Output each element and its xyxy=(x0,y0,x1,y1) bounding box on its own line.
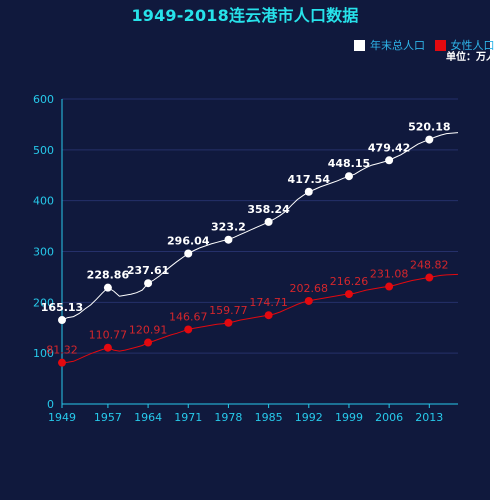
legend-swatch-total xyxy=(354,39,365,51)
x-tick-label: 1985 xyxy=(255,411,283,424)
legend: 年末总人口 女性人口 xyxy=(354,37,500,53)
series-female-population-data-label: 174.71 xyxy=(249,296,288,309)
series-female-population-data-label: 146.67 xyxy=(169,310,208,323)
series-female-population-point xyxy=(144,338,153,347)
series-total-population-point xyxy=(385,156,394,165)
series-total-population-data-label: 228.86 xyxy=(87,269,130,282)
x-tick-label: 1999 xyxy=(335,411,363,424)
series-female-population-point xyxy=(264,311,273,320)
series-female-population-data-label: 248.82 xyxy=(410,259,449,272)
series-total-population-point xyxy=(144,279,153,288)
series-female-population-data-label: 231.08 xyxy=(370,268,409,281)
series-total-population-data-label: 417.54 xyxy=(288,173,331,186)
series-total-population-data-label: 520.18 xyxy=(408,121,450,134)
legend-item-total[interactable]: 年末总人口 xyxy=(354,37,425,53)
x-tick-label: 2013 xyxy=(415,411,443,424)
series-female-population-data-label: 120.91 xyxy=(129,324,168,337)
y-tick-label: 200 xyxy=(33,296,54,309)
series-total-population-point xyxy=(425,135,434,144)
series-female-population-point xyxy=(425,273,434,282)
series-female-population-point xyxy=(385,282,394,291)
series-female-population-point xyxy=(58,358,66,367)
unit-label: 单位：万人 xyxy=(446,52,496,63)
series-total-population-point xyxy=(58,316,66,325)
x-tick-label: 1949 xyxy=(48,411,76,424)
series-female-population-point xyxy=(224,318,233,327)
series-female-population-point xyxy=(344,290,353,299)
series-female-population-point xyxy=(184,325,193,334)
series-total-population-data-label: 237.61 xyxy=(127,264,169,277)
series-female-population-point xyxy=(304,296,313,305)
y-tick-label: 600 xyxy=(33,93,54,106)
x-tick-label: 1957 xyxy=(94,411,122,424)
series-total-population-point xyxy=(304,187,313,196)
legend-label-total: 年末总人口 xyxy=(370,39,425,52)
series-total-population-data-label: 296.04 xyxy=(167,235,210,248)
series-total-population-point xyxy=(103,283,112,292)
series-total-population-data-label: 358.24 xyxy=(247,203,290,216)
x-tick-label: 1992 xyxy=(295,411,323,424)
y-tick-label: 500 xyxy=(33,144,54,157)
legend-swatch-female xyxy=(434,39,446,51)
series-female-population-data-label: 110.77 xyxy=(89,329,128,342)
y-tick-label: 0 xyxy=(47,398,54,411)
series-female-population-data-label: 81.32 xyxy=(46,344,78,357)
x-tick-label: 2006 xyxy=(375,411,403,424)
series-total-population-data-label: 323.2 xyxy=(211,221,246,234)
series-total-population-point xyxy=(344,172,353,181)
series-total-population-line xyxy=(61,132,459,321)
y-tick-label: 400 xyxy=(33,195,54,208)
series-female-population-point xyxy=(103,343,112,352)
series-female-population-data-label: 216.26 xyxy=(330,275,369,288)
series-female-population-line xyxy=(61,273,459,364)
chart-title: 1949-2018连云港市人口数据 xyxy=(131,6,359,25)
x-tick-label: 1971 xyxy=(174,411,202,424)
legend-label-female: 女性人口 xyxy=(450,39,495,52)
series-total-population-point xyxy=(264,217,273,226)
series-total-population-point xyxy=(184,249,193,258)
series-total-population-data-label: 165.13 xyxy=(41,301,83,314)
series-female-population-data-label: 159.77 xyxy=(209,304,248,317)
series-female-population-data-label: 202.68 xyxy=(290,282,329,295)
x-tick-label: 1964 xyxy=(134,411,162,424)
y-tick-label: 100 xyxy=(33,347,54,360)
legend-item-female[interactable]: 女性人口 xyxy=(434,37,495,53)
y-tick-label: 300 xyxy=(33,246,54,259)
series-total-population-point xyxy=(224,235,233,244)
x-tick-label: 1978 xyxy=(214,411,242,424)
series-total-population-data-label: 479.42 xyxy=(368,141,410,154)
series-total-population-data-label: 448.15 xyxy=(328,157,370,170)
